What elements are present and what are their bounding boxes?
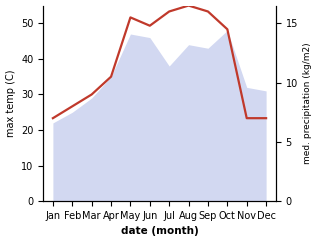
X-axis label: date (month): date (month): [121, 227, 198, 236]
Y-axis label: med. precipitation (kg/m2): med. precipitation (kg/m2): [303, 43, 313, 164]
Y-axis label: max temp (C): max temp (C): [5, 70, 16, 137]
